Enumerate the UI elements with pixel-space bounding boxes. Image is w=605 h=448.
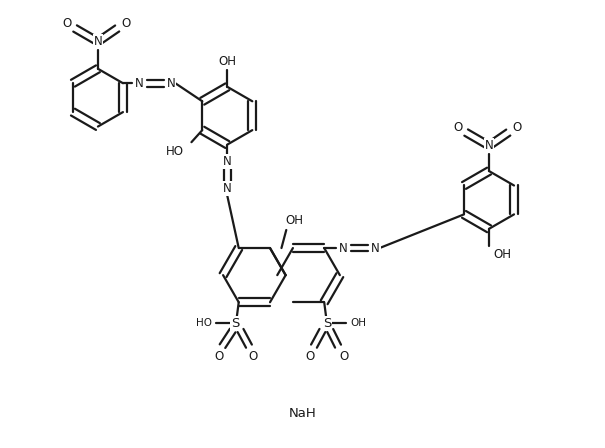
- Text: OH: OH: [350, 318, 367, 328]
- Text: OH: OH: [493, 248, 511, 261]
- Text: N: N: [485, 139, 494, 152]
- Text: N: N: [371, 241, 380, 254]
- Text: N: N: [167, 77, 175, 90]
- Text: N: N: [223, 155, 232, 168]
- Text: O: O: [214, 350, 223, 363]
- Text: O: O: [62, 17, 71, 30]
- Text: O: O: [512, 121, 522, 134]
- Text: S: S: [323, 317, 332, 330]
- Text: NaH: NaH: [289, 407, 316, 420]
- Text: OH: OH: [286, 215, 304, 228]
- Text: S: S: [232, 317, 240, 330]
- Text: HO: HO: [166, 145, 184, 158]
- Text: O: O: [248, 350, 257, 363]
- Text: HO: HO: [197, 318, 212, 328]
- Text: N: N: [339, 241, 348, 254]
- Text: N: N: [223, 182, 232, 195]
- Text: O: O: [453, 121, 462, 134]
- Text: O: O: [339, 350, 348, 363]
- Text: O: O: [306, 350, 315, 363]
- Text: O: O: [121, 17, 130, 30]
- Text: N: N: [94, 35, 102, 48]
- Text: OH: OH: [218, 55, 237, 68]
- Text: N: N: [135, 77, 143, 90]
